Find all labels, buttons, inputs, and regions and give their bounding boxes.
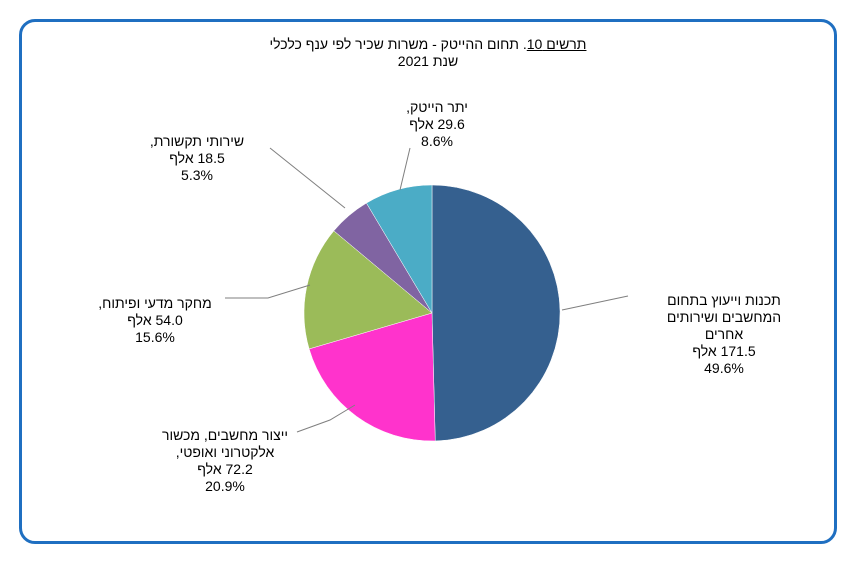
label-2-name-line-0: מחקר מדעי ופיתוח, xyxy=(98,295,212,311)
label-4-percent: 8.6% xyxy=(421,133,453,149)
pie-slice-4 xyxy=(366,184,433,314)
label-0-name-line-2: אחרים xyxy=(704,326,744,342)
leader-line-4 xyxy=(399,147,411,191)
label-2-percent: 15.6% xyxy=(135,329,175,345)
chart-title-number: תרשים 10 xyxy=(526,36,587,52)
leader-line-3 xyxy=(269,147,346,209)
label-0-percent: 49.6% xyxy=(704,360,744,376)
label-4-value: 29.6 אלף xyxy=(409,116,465,132)
label-4-name-line-0: יתר הייטק, xyxy=(406,99,468,115)
label-1-name-line-0: ייצור מחשבים, מכשור xyxy=(162,427,288,443)
label-slice-2: מחקר מדעי ופיתוח, 54.0 אלף 15.6% xyxy=(80,295,230,346)
pie-slice-0 xyxy=(431,184,561,442)
label-slice-3: שירותי תקשורת, 18.5 אלף 5.3% xyxy=(122,133,272,184)
label-slice-1: ייצור מחשבים, מכשור אלקטרוני ואופטי, 72.… xyxy=(120,427,330,495)
chart-title: תרשים 10. תחום ההייטק - משרות שכיר לפי ע… xyxy=(0,36,856,53)
label-1-percent: 20.9% xyxy=(205,478,245,494)
label-slice-0: תכנות וייעוץ בתחום המחשבים ושירותים אחרי… xyxy=(624,292,824,377)
label-slice-4: יתר הייטק, 29.6 אלף 8.6% xyxy=(372,99,502,150)
chart-subtitle: שנת 2021 xyxy=(397,53,459,69)
label-0-name-line-0: תכנות וייעוץ בתחום xyxy=(667,292,781,308)
pie-slice-2 xyxy=(303,230,433,350)
label-1-name-line-1: אלקטרוני ואופטי, xyxy=(175,444,275,460)
label-2-value: 54.0 אלף xyxy=(127,312,183,328)
label-0-value: 171.5 אלף xyxy=(692,343,756,359)
label-3-value: 18.5 אלף xyxy=(169,150,225,166)
label-3-percent: 5.3% xyxy=(181,167,213,183)
label-1-value: 72.2 אלף xyxy=(197,461,253,477)
leader-line-0 xyxy=(561,295,629,311)
label-3-name-line-0: שירותי תקשורת, xyxy=(149,133,245,149)
chart-title-text: . תחום ההייטק - משרות שכיר לפי ענף כלכלי xyxy=(269,36,527,52)
pie-slice-1 xyxy=(308,312,436,442)
label-0-name-line-1: המחשבים ושירותים xyxy=(666,309,782,325)
leader-line-1 xyxy=(296,404,356,433)
leader-line-2 xyxy=(225,284,311,299)
